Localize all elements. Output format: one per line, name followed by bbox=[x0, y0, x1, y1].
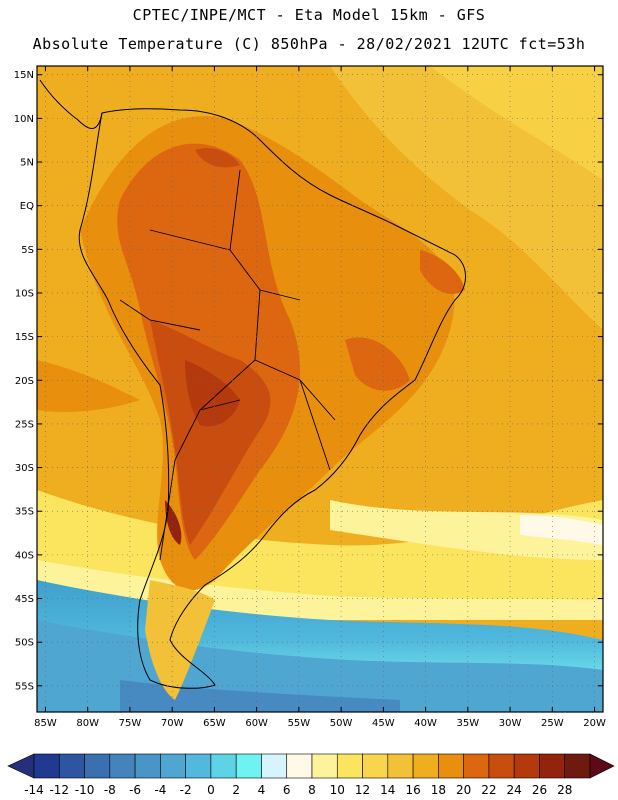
colorbar-label: 0 bbox=[207, 783, 215, 797]
lon-label: 30W bbox=[499, 718, 522, 729]
lon-label: 65W bbox=[203, 718, 226, 729]
lat-label: 10S bbox=[15, 288, 34, 299]
lat-label: 50S bbox=[15, 638, 34, 649]
coastline-central-america bbox=[39, 79, 103, 129]
chart-title: CPTEC/INPE/MCT - Eta Model 15km - GFS bbox=[132, 6, 486, 24]
coastline bbox=[78, 108, 466, 689]
colorbar-bin bbox=[286, 753, 313, 779]
colorbar-bin bbox=[109, 753, 136, 779]
colorbar-label: 4 bbox=[258, 783, 266, 797]
colorbar-label: 2 bbox=[232, 783, 240, 797]
lat-label: 15N bbox=[14, 70, 34, 81]
map-frame bbox=[36, 65, 604, 713]
lon-label: 80W bbox=[76, 718, 99, 729]
lon-label: 20W bbox=[583, 718, 606, 729]
colorbar-bin bbox=[412, 753, 439, 779]
country-borders bbox=[119, 169, 336, 561]
lat-label: 20S bbox=[15, 376, 34, 387]
lon-label: 85W bbox=[34, 718, 57, 729]
lat-label: 25S bbox=[15, 419, 34, 430]
colorbar-bin bbox=[134, 753, 161, 779]
colorbar-label: 12 bbox=[355, 783, 370, 797]
lon-label: 35W bbox=[457, 718, 480, 729]
colorbar-high-cap bbox=[589, 753, 615, 779]
colorbar-label: 28 bbox=[557, 783, 572, 797]
colorbar-bin bbox=[463, 753, 490, 779]
lon-label: 45W bbox=[372, 718, 395, 729]
colorbar-label: 10 bbox=[330, 783, 345, 797]
colorbar-bin bbox=[84, 753, 111, 779]
lon-label: 40W bbox=[414, 718, 437, 729]
colorbar-bin bbox=[513, 753, 540, 779]
lon-label: 60W bbox=[245, 718, 268, 729]
colorbar-bin bbox=[438, 753, 464, 779]
temperature-field bbox=[37, 66, 603, 712]
lon-label: 50W bbox=[330, 718, 353, 729]
lat-label: 5N bbox=[20, 158, 34, 169]
colorbar-label: 18 bbox=[431, 783, 446, 797]
colorbar-bin bbox=[261, 753, 288, 779]
colorbar-label: 20 bbox=[456, 783, 471, 797]
lat-label: 10N bbox=[14, 114, 34, 125]
colorbar-bin bbox=[362, 753, 389, 779]
colorbar-low-cap bbox=[7, 753, 35, 779]
colorbar-bin bbox=[387, 753, 414, 779]
colorbar-bin bbox=[160, 753, 186, 779]
colorbar-bin bbox=[336, 753, 363, 779]
colorbar-label: -12 bbox=[49, 783, 69, 797]
colorbar-label: -8 bbox=[104, 783, 116, 797]
colorbar-label: -4 bbox=[154, 783, 166, 797]
colorbar-label: -2 bbox=[180, 783, 192, 797]
colorbar-label: 24 bbox=[507, 783, 522, 797]
colorbar-label: 14 bbox=[380, 783, 395, 797]
colorbar-bin bbox=[311, 753, 338, 779]
colorbar-label: -14 bbox=[24, 783, 44, 797]
lon-label: 25W bbox=[541, 718, 564, 729]
lat-label: 55S bbox=[15, 681, 34, 692]
colorbar-bin bbox=[210, 753, 237, 779]
colorbar: -14 -12 -10 -8 -6 -4 -2 0 2 4 6 8 10 12 14 16 18 20 22 24 26… bbox=[7, 753, 615, 797]
colorbar-label: 26 bbox=[532, 783, 547, 797]
latitude-labels: 15N 10N 5N EQ 5S 10S 15S 20S 25S 30S 35S 40S 45S 50S 5… bbox=[14, 70, 34, 692]
lat-label: EQ bbox=[20, 201, 34, 212]
lat-label: 35S bbox=[15, 507, 34, 518]
lat-label: 5S bbox=[21, 245, 34, 256]
lat-label: 15S bbox=[15, 332, 34, 343]
lat-label: 30S bbox=[15, 463, 34, 474]
lon-label: 70W bbox=[161, 718, 184, 729]
axis-ticks bbox=[37, 66, 603, 712]
colorbar-bin bbox=[564, 753, 591, 779]
lat-label: 40S bbox=[15, 550, 34, 561]
lon-label: 55W bbox=[288, 718, 311, 729]
colorbar-label: 6 bbox=[283, 783, 291, 797]
colorbar-bin bbox=[235, 753, 262, 779]
lon-label: 75W bbox=[119, 718, 142, 729]
longitude-labels: 85W 80W 75W 70W 65W 60W 55W 50W 45W 40W 35W 30W 25W 2… bbox=[34, 718, 606, 729]
colorbar-bin bbox=[539, 753, 566, 779]
lat-label: 45S bbox=[15, 594, 34, 605]
colorbar-bin bbox=[185, 753, 212, 779]
colorbar-label: 22 bbox=[481, 783, 496, 797]
colorbar-bin bbox=[58, 753, 85, 779]
chart-subtitle: Absolute Temperature (C) 850hPa - 28/02/… bbox=[32, 35, 586, 53]
colorbar-label: 8 bbox=[308, 783, 316, 797]
colorbar-label: 16 bbox=[405, 783, 420, 797]
colorbar-label: -10 bbox=[75, 783, 95, 797]
colorbar-bin bbox=[33, 753, 60, 779]
colorbar-label: -6 bbox=[129, 783, 141, 797]
colorbar-bin bbox=[488, 753, 515, 779]
